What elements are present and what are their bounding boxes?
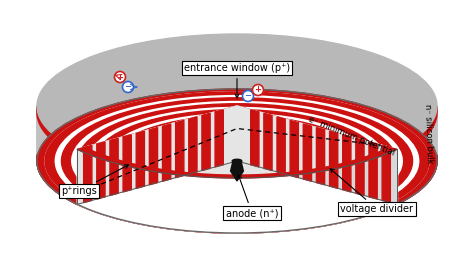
Polygon shape — [37, 106, 437, 185]
Ellipse shape — [37, 89, 437, 233]
Ellipse shape — [137, 125, 337, 197]
Ellipse shape — [37, 34, 437, 178]
Polygon shape — [37, 106, 437, 233]
Text: p⁺rings: p⁺rings — [61, 165, 128, 196]
Circle shape — [115, 72, 126, 82]
Polygon shape — [317, 127, 325, 185]
Polygon shape — [97, 142, 105, 199]
Polygon shape — [37, 106, 437, 233]
Polygon shape — [382, 146, 390, 203]
Ellipse shape — [220, 155, 254, 167]
Polygon shape — [110, 138, 118, 196]
Polygon shape — [136, 131, 145, 188]
Polygon shape — [77, 149, 397, 204]
Polygon shape — [176, 120, 184, 178]
Ellipse shape — [210, 151, 264, 171]
Text: voltage divider: voltage divider — [330, 169, 413, 214]
Ellipse shape — [72, 102, 402, 221]
Polygon shape — [237, 106, 397, 204]
Polygon shape — [37, 106, 437, 185]
Polygon shape — [202, 113, 210, 171]
Ellipse shape — [203, 149, 271, 173]
Ellipse shape — [224, 156, 250, 166]
Ellipse shape — [171, 137, 303, 185]
Ellipse shape — [187, 143, 287, 179]
Ellipse shape — [121, 119, 353, 203]
Text: +: + — [255, 85, 262, 94]
Polygon shape — [149, 127, 157, 185]
Ellipse shape — [88, 107, 386, 215]
Ellipse shape — [160, 133, 314, 189]
Polygon shape — [123, 135, 131, 192]
Polygon shape — [84, 146, 92, 203]
Ellipse shape — [62, 98, 412, 224]
Polygon shape — [189, 117, 197, 174]
Polygon shape — [230, 161, 244, 181]
Ellipse shape — [154, 131, 320, 191]
Ellipse shape — [232, 159, 242, 163]
Polygon shape — [77, 106, 397, 178]
Polygon shape — [37, 156, 437, 233]
Polygon shape — [369, 142, 377, 199]
Polygon shape — [356, 138, 364, 196]
Text: anode (n⁺): anode (n⁺) — [226, 175, 278, 218]
Ellipse shape — [144, 127, 330, 194]
Polygon shape — [77, 106, 397, 178]
Circle shape — [243, 90, 254, 102]
Polygon shape — [251, 110, 259, 167]
Ellipse shape — [177, 139, 297, 183]
Text: −: − — [125, 82, 131, 92]
Polygon shape — [163, 124, 171, 181]
Text: n⁻ silicon bulk: n⁻ silicon bulk — [423, 103, 435, 163]
Ellipse shape — [55, 95, 419, 226]
Polygon shape — [264, 113, 272, 171]
Polygon shape — [290, 120, 298, 178]
Polygon shape — [343, 135, 351, 192]
Ellipse shape — [128, 122, 346, 201]
Text: +: + — [117, 73, 124, 81]
Polygon shape — [215, 110, 223, 167]
Polygon shape — [329, 131, 338, 188]
Polygon shape — [77, 106, 237, 204]
Polygon shape — [277, 117, 285, 174]
Circle shape — [253, 85, 264, 95]
Circle shape — [122, 81, 134, 93]
Ellipse shape — [78, 104, 396, 218]
Ellipse shape — [105, 113, 369, 209]
Polygon shape — [77, 161, 397, 233]
Ellipse shape — [193, 145, 281, 177]
Ellipse shape — [94, 110, 380, 212]
Ellipse shape — [111, 115, 363, 206]
Polygon shape — [87, 106, 387, 174]
Text: e⁻ minimum potential: e⁻ minimum potential — [307, 115, 396, 158]
Text: −: − — [245, 92, 252, 101]
Ellipse shape — [45, 92, 429, 230]
Polygon shape — [303, 124, 311, 181]
Ellipse shape — [45, 92, 429, 230]
Polygon shape — [37, 154, 437, 233]
Text: entrance window (p⁺): entrance window (p⁺) — [184, 63, 290, 98]
